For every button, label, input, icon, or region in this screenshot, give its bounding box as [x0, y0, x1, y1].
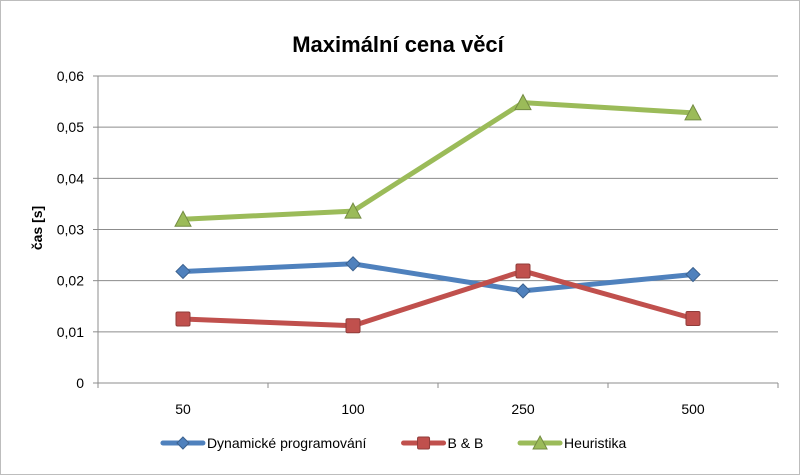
data-point-dynamick-programov-n: [175, 263, 191, 280]
y-tick-label: 0,05: [57, 119, 84, 135]
x-axis-ticks: 50 100 250 500: [97, 383, 779, 417]
data-point-heuristika: [514, 93, 532, 111]
data-point-dynamick-programov-n: [515, 283, 531, 299]
legend: Dynamické programování B & B Heuristika: [160, 434, 627, 451]
series-line-b-b: [180, 268, 696, 329]
data-point-b-b: [175, 311, 191, 327]
x-tick-label: 500: [681, 401, 705, 417]
legend-marker-b-b: [417, 436, 431, 450]
series-line-dynamick-programov-n: [180, 261, 696, 294]
data-point-heuristika: [344, 202, 362, 219]
legend-marker-dynamick-programov-n: [176, 436, 190, 450]
y-tick-label: 0,04: [57, 170, 84, 186]
gridlines: [93, 75, 778, 384]
y-axis-label: čas [s]: [29, 206, 45, 250]
chart-title: Maximální cena věcí: [292, 32, 504, 57]
data-point-dynamick-programov-n: [345, 256, 361, 272]
legend-label-heuristika: Heuristika: [564, 435, 626, 451]
y-axis-ticks: 0 0,01 0,02 0,03 0,04 0,05 0,06: [57, 68, 84, 391]
series-line-heuristika: [180, 100, 696, 222]
y-tick-label: 0,06: [57, 68, 84, 84]
y-tick-label: 0,02: [57, 273, 84, 289]
data-point-dynamick-programov-n: [685, 266, 701, 283]
legend-label-b-b: B & B: [448, 435, 484, 451]
data-point-heuristika: [684, 103, 702, 121]
data-point-b-b: [345, 318, 361, 334]
legend-label-dynamick-programov-n: Dynamické programování: [207, 435, 367, 451]
data-point-b-b: [685, 311, 701, 327]
series-group: [174, 93, 702, 334]
data-point-b-b: [515, 263, 531, 279]
data-point-heuristika: [174, 210, 192, 227]
y-tick-label: 0: [76, 375, 84, 391]
y-tick-label: 0,03: [57, 222, 84, 238]
x-tick-label: 100: [341, 401, 365, 417]
legend-marker-heuristika: [532, 434, 548, 450]
y-tick-label: 0,01: [57, 324, 84, 340]
x-tick-label: 250: [511, 401, 535, 417]
x-tick-label: 50: [175, 401, 191, 417]
